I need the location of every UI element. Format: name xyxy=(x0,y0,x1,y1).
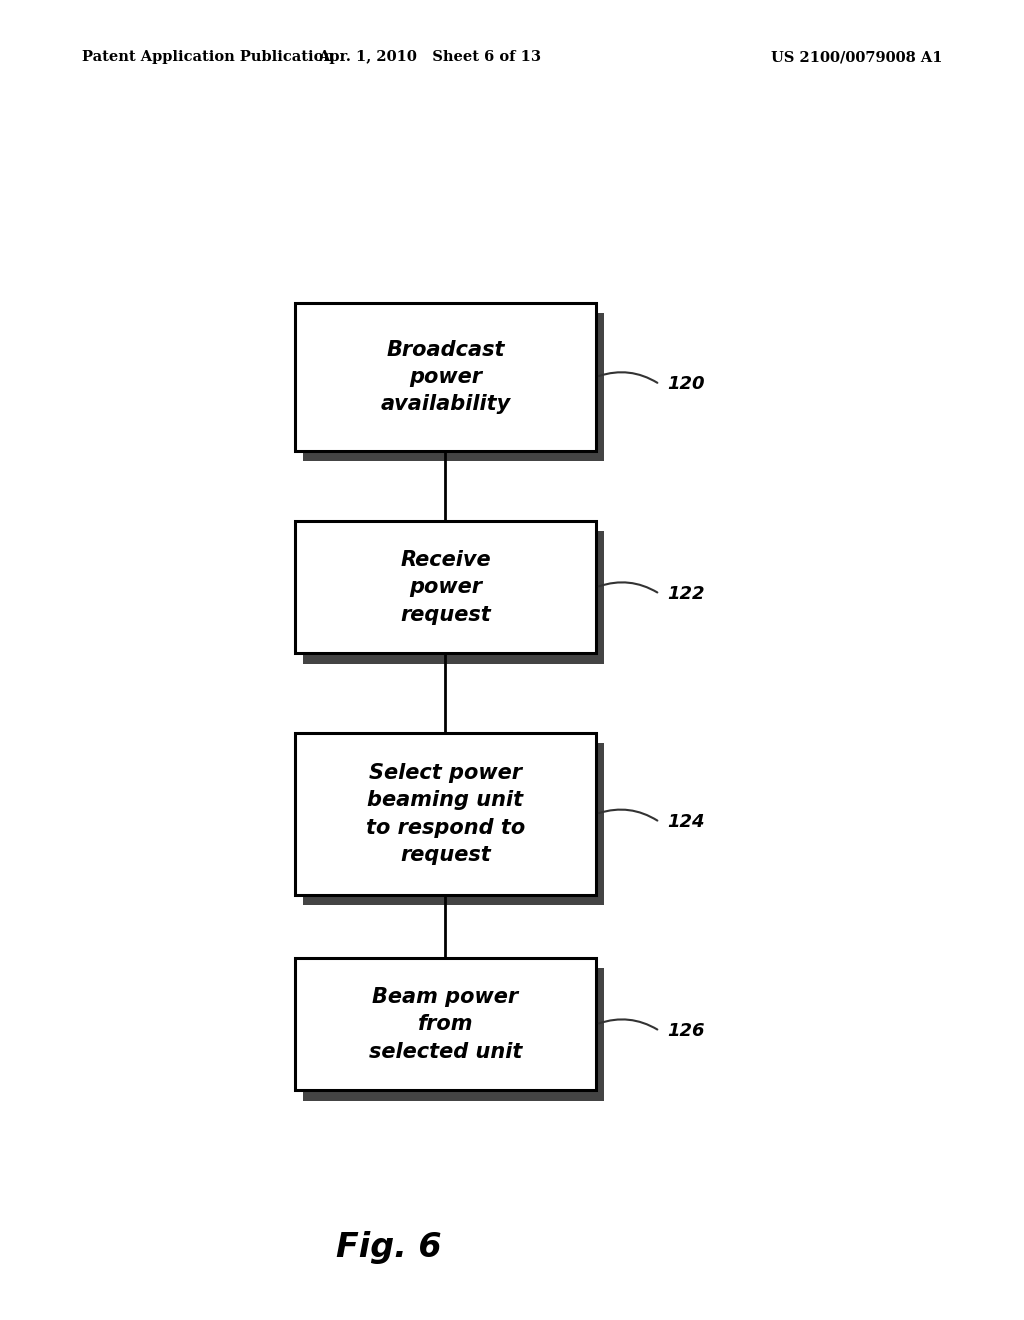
Text: Fig. 6: Fig. 6 xyxy=(336,1230,442,1265)
Bar xyxy=(303,743,604,906)
Text: 126: 126 xyxy=(668,1022,706,1040)
Text: 122: 122 xyxy=(668,585,706,603)
Text: Select power
beaming unit
to respond to
request: Select power beaming unit to respond to … xyxy=(366,763,525,865)
Text: 124: 124 xyxy=(668,813,706,832)
Text: Broadcast
power
availability: Broadcast power availability xyxy=(380,339,511,414)
Text: Beam power
from
selected unit: Beam power from selected unit xyxy=(369,987,522,1061)
Bar xyxy=(295,521,596,653)
Text: 120: 120 xyxy=(668,375,706,393)
Bar xyxy=(295,958,596,1090)
Bar xyxy=(295,733,596,895)
Text: Apr. 1, 2010   Sheet 6 of 13: Apr. 1, 2010 Sheet 6 of 13 xyxy=(318,50,542,65)
Bar xyxy=(303,532,604,664)
Text: Receive
power
request: Receive power request xyxy=(400,550,490,624)
Bar xyxy=(303,313,604,461)
Bar xyxy=(303,969,604,1101)
Text: US 2100/0079008 A1: US 2100/0079008 A1 xyxy=(771,50,942,65)
Text: Patent Application Publication: Patent Application Publication xyxy=(82,50,334,65)
Bar xyxy=(295,304,596,450)
